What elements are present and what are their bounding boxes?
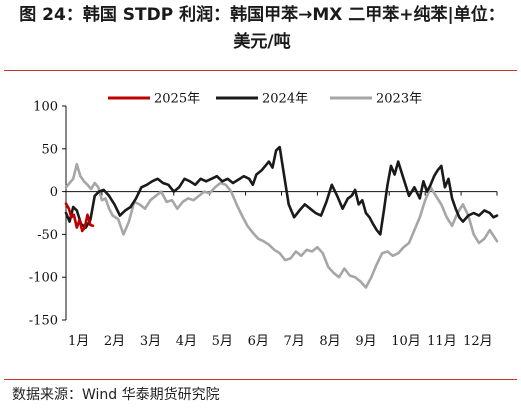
x-tick-label: 2月 — [104, 334, 125, 349]
y-tick-label: -100 — [29, 271, 58, 286]
title-underline — [4, 70, 517, 71]
series-line-2024年 — [64, 145, 499, 236]
legend-label: 2025年 — [154, 92, 200, 107]
x-tick-label: 12月 — [463, 334, 493, 349]
x-tick-label: 9月 — [355, 334, 376, 349]
y-tick-label: 0 — [50, 185, 58, 200]
x-tick-label: 10月 — [391, 334, 421, 349]
y-tick-label: 50 — [41, 142, 58, 157]
x-tick-label: 11月 — [427, 334, 457, 349]
legend-label: 2024年 — [262, 92, 308, 107]
legend-label: 2023年 — [376, 92, 422, 107]
chart-series — [64, 145, 499, 289]
footer-rule — [4, 379, 517, 380]
x-tick-label: 6月 — [248, 334, 269, 349]
y-tick-label: -50 — [37, 228, 58, 243]
source-note: 数据来源：Wind 华泰期货研究院 — [12, 387, 220, 403]
chart-legend: 2025年 2024年 2023年 — [108, 92, 422, 107]
chart-axes: 100 50 0 -50 -100 -150 1月 2月 3月 4月 5月 6月 7月 8月 9月 10月 11… — [29, 100, 498, 349]
y-tick-label: -150 — [29, 314, 58, 329]
x-tick-label: 8月 — [319, 334, 340, 349]
series-line-2023年 — [64, 162, 499, 289]
y-tick-label: 100 — [33, 100, 58, 115]
x-tick-label: 5月 — [212, 334, 233, 349]
x-tick-label: 1月 — [68, 334, 89, 349]
x-tick-label: 7月 — [284, 334, 305, 349]
chart-title: 图 24：韩国 STDP 利润：韩国甲苯→MX 二甲苯+纯苯|单位：美元/吨 — [19, 5, 505, 52]
x-tick-label: 3月 — [140, 334, 161, 349]
x-tick-label: 4月 — [176, 334, 197, 349]
series-line-2025年 — [64, 202, 95, 233]
